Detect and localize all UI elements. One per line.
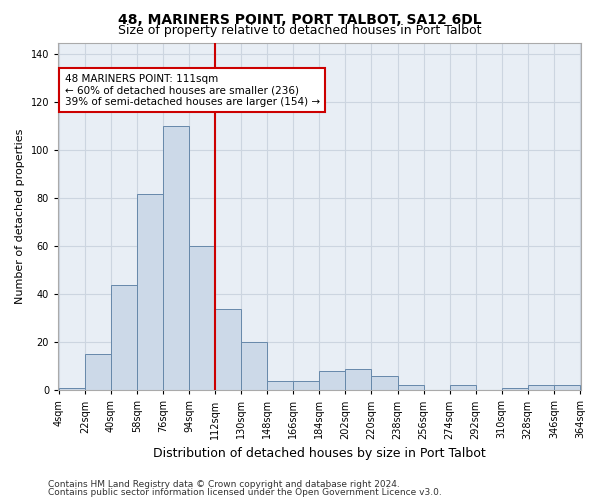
Text: Contains HM Land Registry data © Crown copyright and database right 2024.: Contains HM Land Registry data © Crown c… [48, 480, 400, 489]
Bar [554, 386, 580, 390]
Bar [502, 388, 528, 390]
Bar [449, 386, 476, 390]
Bar [267, 380, 293, 390]
Text: Size of property relative to detached houses in Port Talbot: Size of property relative to detached ho… [118, 24, 482, 37]
Bar [293, 380, 319, 390]
Bar [346, 368, 371, 390]
Bar [137, 194, 163, 390]
Bar [85, 354, 111, 390]
Bar [163, 126, 189, 390]
Bar [371, 376, 398, 390]
Text: 48, MARINERS POINT, PORT TALBOT, SA12 6DL: 48, MARINERS POINT, PORT TALBOT, SA12 6D… [118, 12, 482, 26]
Bar [111, 284, 137, 391]
X-axis label: Distribution of detached houses by size in Port Talbot: Distribution of detached houses by size … [153, 447, 486, 460]
Text: Contains public sector information licensed under the Open Government Licence v3: Contains public sector information licen… [48, 488, 442, 497]
Bar [241, 342, 267, 390]
Bar [59, 388, 85, 390]
Bar [189, 246, 215, 390]
Y-axis label: Number of detached properties: Number of detached properties [15, 128, 25, 304]
Text: 48 MARINERS POINT: 111sqm
← 60% of detached houses are smaller (236)
39% of semi: 48 MARINERS POINT: 111sqm ← 60% of detac… [65, 74, 320, 107]
Bar [398, 386, 424, 390]
Bar [528, 386, 554, 390]
Bar [215, 308, 241, 390]
Bar [319, 371, 346, 390]
